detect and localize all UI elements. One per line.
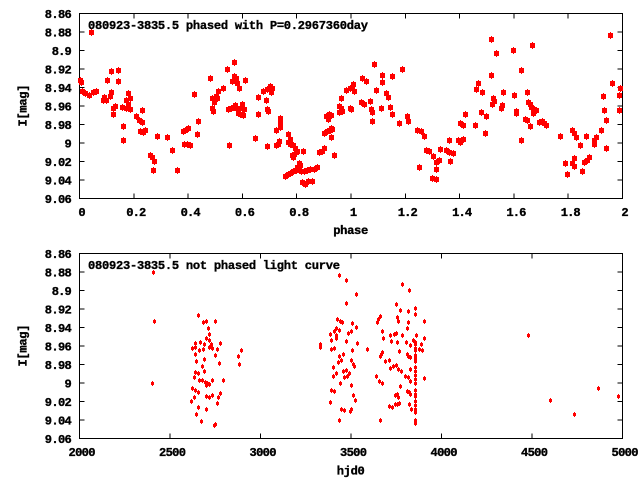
svg-text:8.88: 8.88	[45, 267, 72, 281]
svg-text:8.9: 8.9	[52, 285, 72, 299]
svg-text:0: 0	[78, 206, 85, 220]
svg-text:I[mag]: I[mag]	[17, 85, 31, 127]
svg-text:8.9: 8.9	[52, 45, 72, 59]
svg-text:9.06: 9.06	[45, 193, 72, 207]
svg-text:0.4: 0.4	[181, 206, 201, 220]
svg-text:0.6: 0.6	[235, 206, 255, 220]
svg-text:2500: 2500	[159, 446, 186, 460]
svg-text:1.2: 1.2	[398, 206, 418, 220]
svg-text:1: 1	[350, 206, 357, 220]
svg-text:080923-3835.5 not phased light: 080923-3835.5 not phased light curve	[88, 259, 340, 273]
svg-text:3000: 3000	[250, 446, 277, 460]
svg-text:hjd0: hjd0	[337, 465, 365, 479]
svg-text:8.92: 8.92	[45, 64, 72, 78]
svg-text:5000: 5000	[612, 446, 639, 460]
svg-text:9.02: 9.02	[45, 156, 72, 170]
svg-text:8.96: 8.96	[45, 101, 72, 115]
svg-text:0.2: 0.2	[126, 206, 146, 220]
svg-text:8.96: 8.96	[45, 341, 72, 355]
svg-text:2000: 2000	[69, 446, 96, 460]
svg-text:9.04: 9.04	[45, 175, 72, 189]
svg-text:8.92: 8.92	[45, 304, 72, 318]
svg-text:1.4: 1.4	[452, 206, 472, 220]
svg-text:8.86: 8.86	[45, 8, 72, 22]
svg-text:0.8: 0.8	[289, 206, 309, 220]
svg-text:8.88: 8.88	[45, 27, 72, 41]
svg-text:080923-3835.5 phased with P=0.: 080923-3835.5 phased with P=0.2967360day	[88, 19, 369, 33]
svg-text:9: 9	[65, 378, 72, 392]
svg-text:4500: 4500	[521, 446, 548, 460]
svg-text:1.6: 1.6	[506, 206, 526, 220]
svg-text:8.86: 8.86	[45, 248, 72, 262]
svg-text:8.94: 8.94	[45, 82, 72, 96]
svg-text:8.98: 8.98	[45, 359, 72, 373]
svg-text:I[mag]: I[mag]	[17, 325, 31, 367]
svg-text:phase: phase	[333, 224, 368, 238]
svg-text:1.8: 1.8	[561, 206, 581, 220]
svg-text:4000: 4000	[431, 446, 458, 460]
svg-text:2: 2	[621, 206, 628, 220]
svg-text:9.06: 9.06	[45, 433, 72, 447]
svg-text:3500: 3500	[340, 446, 367, 460]
svg-text:8.98: 8.98	[45, 119, 72, 133]
svg-text:9: 9	[65, 138, 72, 152]
svg-text:9.04: 9.04	[45, 415, 72, 429]
svg-text:8.94: 8.94	[45, 322, 72, 336]
svg-text:9.02: 9.02	[45, 396, 72, 410]
